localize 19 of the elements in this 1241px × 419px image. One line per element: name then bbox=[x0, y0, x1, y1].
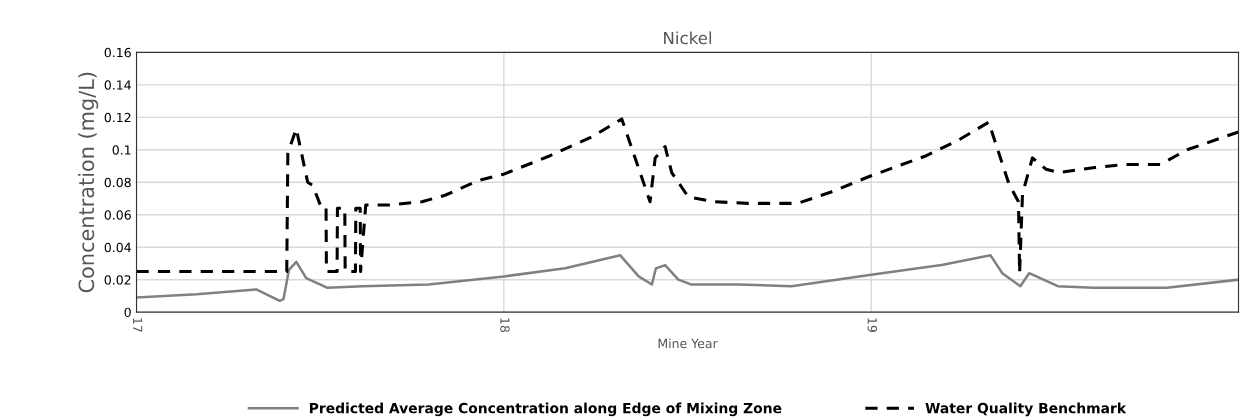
legend-label: Water Quality Benchmark bbox=[925, 402, 1127, 417]
y-tick-label: 0.06 bbox=[104, 210, 131, 220]
y-tick-label: 0.08 bbox=[104, 177, 131, 188]
line-series bbox=[136, 254, 1239, 303]
y-tick-label: 0.1 bbox=[112, 145, 131, 155]
x-tick-label: 18 bbox=[500, 318, 510, 333]
x-axis-title: Mine Year bbox=[658, 338, 718, 349]
legend-label: Predicted Average Concentration along Edge of Mixing Zone bbox=[309, 402, 782, 417]
y-tick-label: 0.04 bbox=[104, 242, 131, 253]
x-tick-label: 17 bbox=[133, 318, 143, 332]
y-tick-label: 0.14 bbox=[104, 80, 131, 90]
y-tick-label: 0.02 bbox=[104, 275, 131, 285]
y-axis-title: Concentration (mg/L) bbox=[78, 72, 99, 293]
line-series bbox=[136, 117, 1239, 275]
chart-title: Nickel bbox=[664, 31, 712, 45]
x-tick-label: 19 bbox=[867, 318, 878, 333]
y-tick-label: 0.12 bbox=[104, 112, 131, 123]
y-tick-label: 0.16 bbox=[104, 47, 131, 58]
y-tick-label: 0 bbox=[124, 307, 131, 318]
